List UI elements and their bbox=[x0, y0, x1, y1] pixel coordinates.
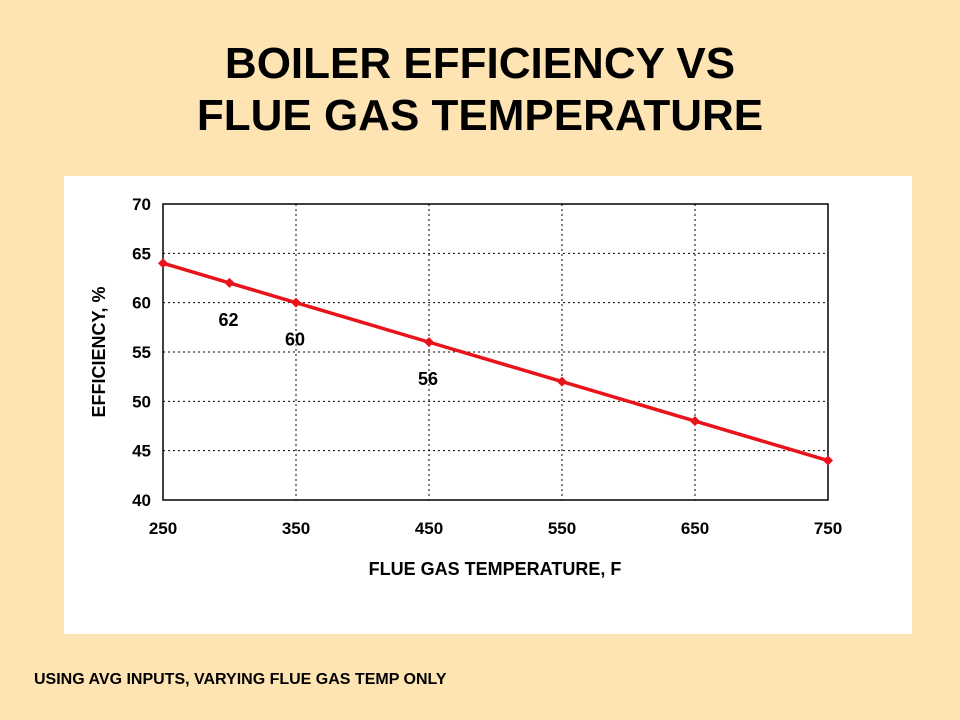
y-tick-label: 60 bbox=[132, 294, 151, 313]
tick-labels: 250 350 450 550 650 750 40 45 50 55 60 65 70 bbox=[132, 195, 842, 538]
y-tick-label: 70 bbox=[132, 195, 151, 214]
title-line-2: FLUE GAS TEMPERATURE bbox=[196, 91, 764, 140]
data-point-marker bbox=[224, 277, 235, 288]
data-point-marker bbox=[424, 337, 434, 348]
y-axis-title: EFFICIENCY, % bbox=[89, 286, 109, 417]
y-tick-label: 55 bbox=[132, 343, 151, 362]
x-tick-label: 250 bbox=[149, 519, 177, 538]
data-label: 56 bbox=[418, 369, 438, 389]
y-tick-label: 65 bbox=[132, 244, 151, 263]
x-axis-title: FLUE GAS TEMPERATURE, F bbox=[369, 559, 622, 579]
series-line bbox=[158, 258, 833, 466]
title-line-1: BOILER EFFICIENCY VS bbox=[224, 39, 736, 88]
y-tick-label: 50 bbox=[132, 392, 151, 411]
data-point-marker bbox=[690, 416, 700, 427]
y-tick-label: 40 bbox=[132, 491, 151, 510]
footnote: USING AVG INPUTS, VARYING FLUE GAS TEMP … bbox=[34, 671, 447, 688]
y-tick-label: 45 bbox=[132, 442, 151, 461]
x-tick-label: 650 bbox=[681, 519, 709, 538]
data-point-marker bbox=[557, 376, 567, 387]
x-tick-label: 550 bbox=[548, 519, 576, 538]
x-tick-label: 350 bbox=[282, 519, 310, 538]
chart-panel: 250 350 450 550 650 750 40 45 50 55 60 65 70 62 60 56 … bbox=[64, 176, 912, 634]
x-tick-label: 750 bbox=[814, 519, 842, 538]
slide-title: BOILER EFFICIENCY VS FLUE GAS TEMPERATUR… bbox=[0, 38, 960, 142]
data-label: 60 bbox=[285, 330, 305, 350]
grid-lines bbox=[163, 204, 828, 500]
data-point-marker bbox=[823, 455, 833, 466]
data-point-marker bbox=[158, 258, 168, 269]
data-label: 62 bbox=[218, 310, 238, 330]
data-labels: 62 60 56 bbox=[218, 310, 438, 389]
x-tick-label: 450 bbox=[415, 519, 443, 538]
